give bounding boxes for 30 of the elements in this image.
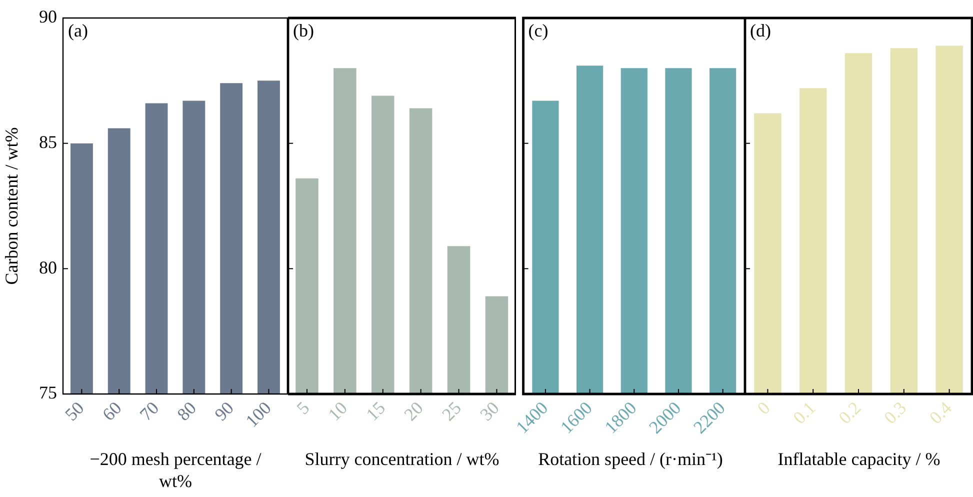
x-tick-label: 0.2: [834, 398, 865, 428]
x-tick-label: 0.3: [880, 398, 910, 428]
x-tick-label: 15: [362, 398, 390, 425]
x-tick-label: 100: [242, 398, 275, 431]
y-tick-label: 85: [39, 132, 57, 152]
x-tick-label: 25: [438, 398, 465, 425]
x-axis-title: −200 mesh percentage / wt%: [88, 448, 262, 492]
x-axis-title: Slurry concentration / wt%: [304, 448, 500, 470]
x-tick-label: 20: [400, 398, 427, 425]
x-tick-label: 30: [476, 398, 503, 425]
x-tick-label: 80: [173, 398, 200, 425]
y-axis-title: Carbon content / wt%: [2, 127, 22, 285]
y-tick-label: 90: [39, 6, 57, 27]
annotation: (b): [293, 20, 314, 41]
x-tick-label: 0.4: [925, 398, 956, 428]
x-tick-label: 90: [210, 398, 238, 425]
x-tick-label: 70: [136, 398, 163, 425]
x-tick-label: 5: [292, 398, 314, 418]
annotation: (d): [750, 20, 771, 41]
x-tick-label: 0: [753, 398, 774, 418]
x-tick-label: 50: [61, 398, 88, 425]
annotation: (c): [528, 20, 548, 41]
x-axis-title: Inflatable capacity / %: [776, 448, 942, 470]
x-tick-label: 0.1: [789, 398, 820, 428]
y-tick-label: 75: [39, 382, 57, 403]
x-axis-title: Rotation speed / (r·min⁻¹): [537, 448, 724, 470]
annotation: (a): [68, 20, 88, 41]
x-tick-label: 10: [324, 398, 352, 425]
y-tick-label: 80: [39, 257, 57, 278]
x-tick-label: 60: [98, 398, 126, 425]
